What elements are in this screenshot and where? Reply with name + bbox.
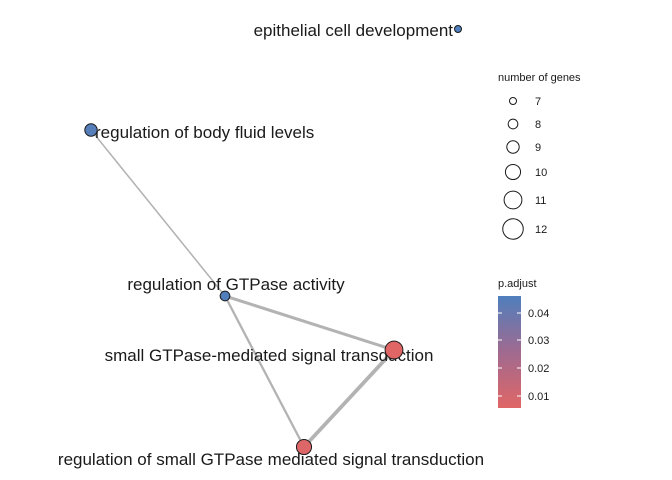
- color-legend-label: 0.03: [528, 335, 549, 347]
- node-label: regulation of small GTPase mediated sign…: [58, 450, 484, 469]
- color-legend-label: 0.02: [528, 363, 549, 375]
- color-legend-bar: [498, 296, 521, 408]
- node-circle[interactable]: [454, 25, 462, 33]
- size-legend-circle: [503, 190, 523, 210]
- edge-n4-n5: [302, 348, 396, 449]
- node-circle[interactable]: [84, 123, 98, 137]
- size-legend-label: 7: [535, 96, 541, 108]
- label-layer: epithelial cell development regulation of…: [58, 21, 484, 469]
- node-label: small GTPase-mediated signal transductio…: [105, 346, 434, 365]
- size-legend-circle: [504, 163, 522, 181]
- node-label: regulation of GTPase activity: [127, 275, 345, 294]
- color-legend-ticks: 0.04 0.03 0.02 0.01: [498, 308, 549, 403]
- node-label: regulation of body fluid levels: [95, 123, 314, 142]
- size-legend-label: 11: [535, 195, 546, 207]
- color-legend-label: 0.04: [528, 308, 549, 320]
- size-legend-label: 12: [535, 224, 547, 236]
- node-circle[interactable]: [295, 438, 313, 456]
- size-legend: number of genes 7 8 9 10 11 12: [498, 72, 581, 240]
- color-legend-label: 0.01: [528, 391, 549, 403]
- node-circle[interactable]: [384, 340, 404, 360]
- size-legend-circle: [502, 218, 524, 240]
- edge-n3-n4: [224, 294, 395, 352]
- edge-n2-n3: [90, 129, 226, 297]
- size-legend-circle: [506, 140, 520, 154]
- size-legend-circle: [509, 97, 517, 105]
- size-legend-label: 10: [535, 167, 547, 179]
- node-layer: [84, 25, 462, 456]
- size-legend-label: 9: [535, 142, 541, 154]
- size-legend-label: 8: [535, 119, 541, 131]
- size-legend-items: 7 8 9 10 11 12: [502, 96, 547, 240]
- color-legend: p.adjust 0.04 0.03 0.02 0.01: [498, 278, 549, 408]
- edge-layer: [90, 129, 396, 449]
- size-legend-title: number of genes: [498, 72, 581, 84]
- node-label: epithelial cell development: [254, 21, 454, 40]
- size-legend-circle: [507, 118, 519, 130]
- node-circle[interactable]: [219, 290, 231, 302]
- edge-n3-n5: [223, 295, 306, 448]
- color-legend-title: p.adjust: [498, 278, 537, 290]
